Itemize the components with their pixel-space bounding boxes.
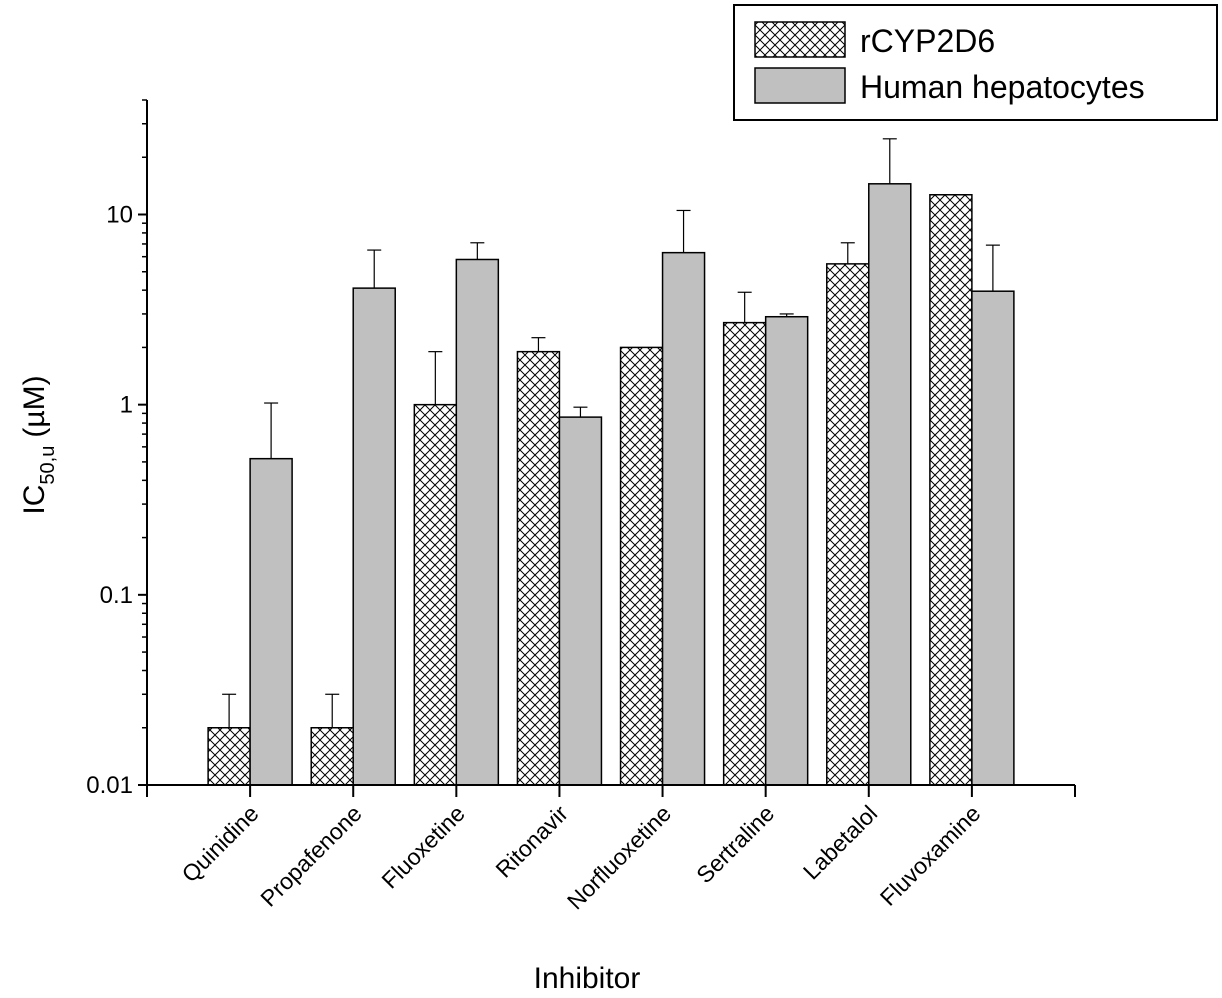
x-category-label: Labetalol [798, 800, 882, 884]
bar-hepatocytes-fluoxetine [455, 258, 500, 786]
x-category-label: Fluoxetine [376, 800, 469, 893]
plot-area [207, 138, 1015, 786]
bar-hepatocytes-quinidine [249, 457, 293, 786]
legend-label-rcyp2d6: rCYP2D6 [860, 23, 995, 59]
y-tick-label: 10 [106, 201, 133, 228]
bar-hepatocytes-propafenone [352, 287, 396, 786]
x-category-label: Sertraline [691, 800, 779, 888]
y-tick-label: 1 [120, 392, 133, 419]
bar-rcyp2d6-propafenone [310, 727, 354, 786]
x-axis-title: Inhibitor [534, 962, 641, 995]
y-axis-title-unit: (µM) [18, 375, 51, 437]
y-axis-title: IC50,u (µM) [18, 375, 59, 514]
y-axis: 0.01 0.1 1 10 [86, 99, 148, 799]
x-category-label: Fluvoxamine [875, 800, 986, 911]
bar-hepatocytes-labetalol [868, 183, 912, 786]
bar-hepatocytes-sertraline [764, 315, 809, 786]
legend-swatch-rcyp2d6 [754, 21, 846, 58]
bar-rcyp2d6-sertraline [722, 321, 767, 786]
y-tick-label: 0.1 [100, 582, 133, 609]
bar-hepatocytes-fluvoxamine [971, 290, 1015, 786]
bar-rcyp2d6-labetalol [826, 263, 870, 786]
y-axis-title-sub: 50,u [37, 446, 59, 485]
bar-rcyp2d6-norfluoxetine [619, 346, 664, 786]
bar-hepatocytes-norfluoxetine [661, 251, 706, 786]
x-category-label: Propafenone [255, 800, 367, 912]
x-category-label: Quinidine [177, 800, 264, 887]
y-tick-label: 0.01 [86, 772, 133, 799]
bar-rcyp2d6-fluvoxamine [929, 194, 973, 786]
bar-rcyp2d6-fluoxetine [413, 403, 458, 786]
x-category-label: Norfluoxetine [562, 800, 676, 914]
bar-rcyp2d6-quinidine [207, 727, 251, 786]
x-category-label: Ritonavir [490, 800, 573, 883]
bar-hepatocytes-ritonavir [558, 416, 603, 786]
legend-label-hepatocytes: Human hepatocytes [860, 69, 1145, 105]
legend: rCYP2D6 Human hepatocytes [733, 4, 1218, 121]
y-axis-title-main: IC [18, 485, 51, 515]
bar-rcyp2d6-ritonavir [516, 350, 561, 786]
legend-swatch-hepatocytes [754, 67, 846, 104]
